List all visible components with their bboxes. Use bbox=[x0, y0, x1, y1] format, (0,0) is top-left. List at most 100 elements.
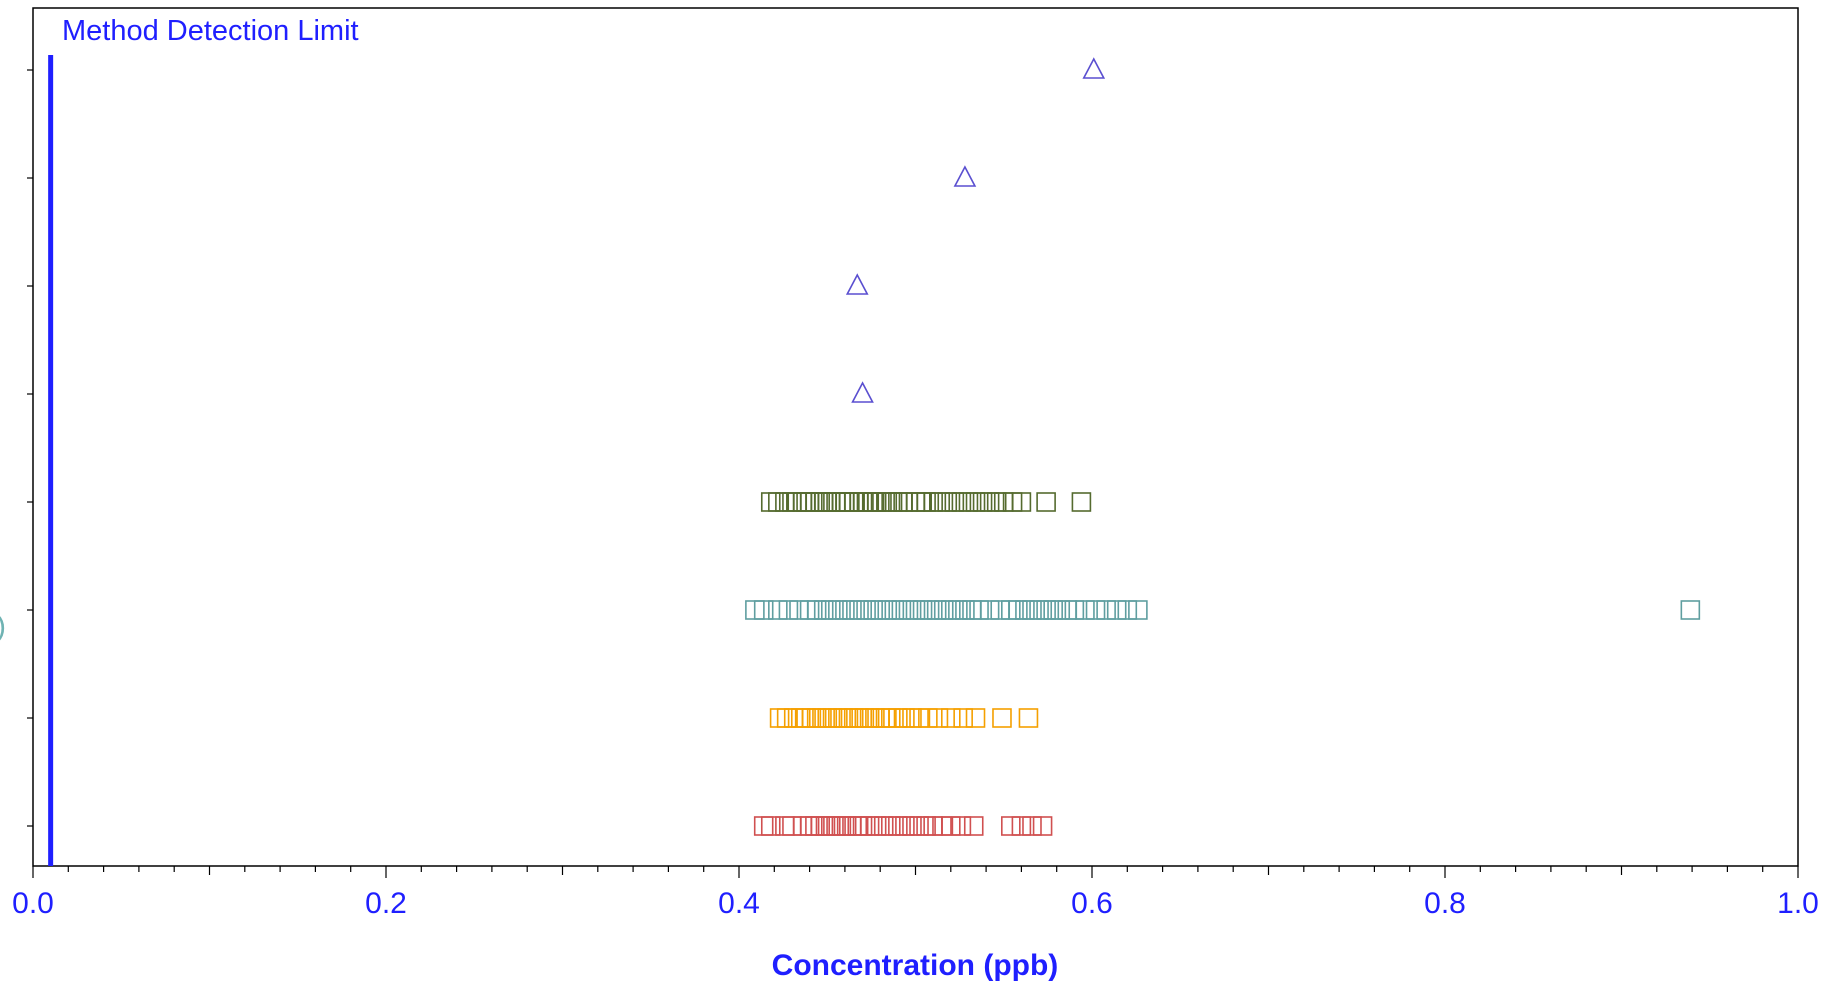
data-point-square bbox=[1029, 600, 1049, 620]
reference-line-label: Method Detection Limit bbox=[62, 15, 359, 47]
data-point-square bbox=[1096, 600, 1116, 620]
data-point-square bbox=[799, 600, 820, 620]
data-point-square bbox=[1011, 492, 1032, 512]
data-point-square bbox=[958, 492, 979, 512]
data-point-square bbox=[928, 708, 949, 728]
data-point-square bbox=[783, 708, 804, 728]
data-point-square bbox=[951, 492, 972, 512]
data-point-square bbox=[926, 600, 947, 620]
data-point-square bbox=[948, 600, 968, 620]
data-point-square bbox=[831, 492, 852, 512]
x-axis-title: Concentration (ppb) bbox=[772, 949, 1059, 981]
data-point-square bbox=[951, 816, 972, 836]
data-point-square bbox=[909, 816, 929, 836]
x-tick-label: 0.4 bbox=[718, 887, 760, 920]
data-point-square bbox=[1128, 600, 1148, 620]
data-point-square bbox=[895, 708, 915, 728]
data-point-square bbox=[969, 600, 989, 620]
data-point-square bbox=[799, 492, 820, 512]
data-point-square bbox=[760, 816, 781, 836]
data-point-square bbox=[1043, 600, 1063, 620]
data-point-square bbox=[930, 492, 951, 512]
data-point-square bbox=[775, 816, 795, 836]
data-point-square bbox=[768, 492, 788, 512]
x-tick-label: 0.8 bbox=[1424, 887, 1466, 920]
data-point-square bbox=[776, 708, 797, 728]
data-point-square bbox=[884, 600, 905, 620]
data-point-triangle bbox=[953, 165, 977, 187]
data-point-square bbox=[753, 816, 774, 836]
data-point-square bbox=[1106, 600, 1127, 620]
data-point-square bbox=[792, 816, 813, 836]
data-point-square bbox=[760, 492, 781, 512]
data-point-square bbox=[1680, 600, 1701, 620]
data-point-square bbox=[910, 492, 931, 512]
data-point-square bbox=[870, 600, 891, 620]
x-tick-label: 0.6 bbox=[1071, 887, 1113, 920]
data-point-square bbox=[990, 600, 1011, 620]
data-point-square bbox=[963, 816, 984, 836]
data-point-square bbox=[863, 600, 883, 620]
x-tick-label: 1.0 bbox=[1777, 887, 1819, 920]
data-point-square bbox=[1075, 600, 1095, 620]
data-point-square bbox=[916, 492, 936, 512]
data-point-square bbox=[953, 708, 973, 728]
data-point-square bbox=[778, 600, 799, 620]
data-point-square bbox=[1022, 600, 1042, 620]
data-point-triangle bbox=[1082, 57, 1106, 79]
data-point-square bbox=[937, 492, 958, 512]
data-point-square bbox=[768, 600, 788, 620]
data-point-triangle bbox=[851, 381, 874, 403]
data-point-square bbox=[1001, 600, 1021, 620]
data-point-square bbox=[1018, 708, 1039, 728]
data-point-square bbox=[888, 708, 908, 728]
data-point-square bbox=[1057, 600, 1078, 620]
data-point-square bbox=[965, 492, 986, 512]
data-point-square bbox=[842, 600, 862, 620]
data-point-square bbox=[923, 492, 943, 512]
data-point-square bbox=[806, 600, 827, 620]
data-point-square bbox=[940, 600, 961, 620]
data-point-square bbox=[835, 600, 855, 620]
data-point-square bbox=[1015, 600, 1035, 620]
data-point-square bbox=[918, 708, 938, 728]
data-point-square bbox=[813, 600, 834, 620]
data-point-triangle bbox=[845, 273, 869, 295]
data-point-square bbox=[838, 492, 859, 512]
data-point-square bbox=[940, 816, 961, 836]
data-point-square bbox=[972, 492, 993, 512]
data-point-square bbox=[888, 816, 908, 836]
data-point-square bbox=[1050, 600, 1071, 620]
data-point-square bbox=[849, 600, 869, 620]
plot-frame bbox=[32, 7, 1799, 867]
data-point-square bbox=[792, 492, 813, 512]
data-point-square bbox=[1011, 816, 1032, 836]
data-point-square bbox=[1032, 816, 1053, 836]
data-point-square bbox=[877, 600, 898, 620]
data-point-square bbox=[1008, 600, 1028, 620]
data-point-square bbox=[769, 708, 790, 728]
data-point-square bbox=[1117, 600, 1138, 620]
data-point-square bbox=[880, 816, 901, 836]
data-point-square bbox=[1036, 600, 1056, 620]
data-point-square bbox=[940, 708, 961, 728]
data-point-square bbox=[979, 492, 1000, 512]
data-point-square bbox=[828, 600, 848, 620]
data-point-square bbox=[902, 816, 922, 836]
data-point-square bbox=[979, 600, 1000, 620]
data-point-square bbox=[782, 816, 802, 836]
data-point-square bbox=[944, 492, 965, 512]
data-point-square bbox=[905, 492, 926, 512]
data-point-square bbox=[1022, 816, 1042, 836]
data-point-square bbox=[962, 600, 982, 620]
data-point-square bbox=[891, 600, 912, 620]
data-point-square bbox=[955, 600, 975, 620]
data-point-square bbox=[905, 600, 926, 620]
data-point-square bbox=[775, 492, 795, 512]
data-point-square bbox=[782, 492, 802, 512]
data-point-square bbox=[856, 600, 876, 620]
data-point-square bbox=[753, 600, 774, 620]
data-point-square bbox=[1001, 816, 1021, 836]
data-point-square bbox=[919, 600, 940, 620]
